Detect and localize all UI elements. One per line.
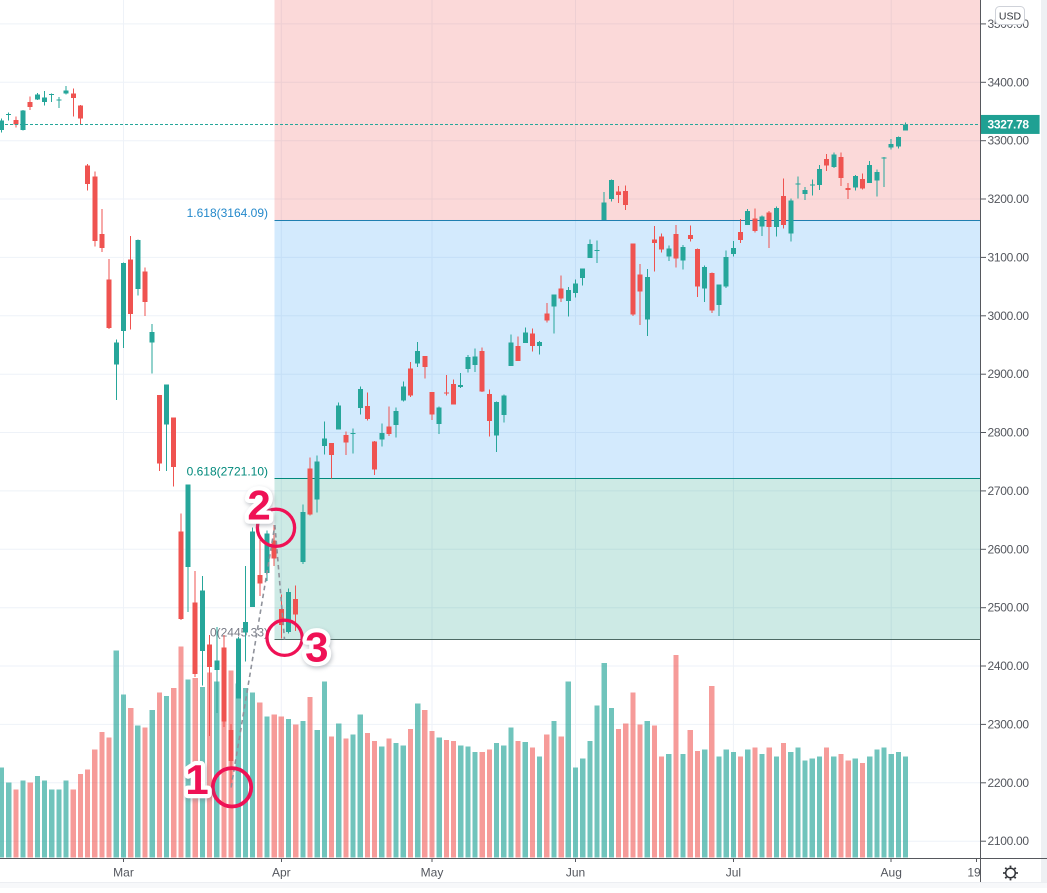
- svg-text:0.618(2721.10): 0.618(2721.10): [187, 465, 268, 479]
- svg-text:2200.00: 2200.00: [988, 776, 1030, 790]
- svg-text:2300.00: 2300.00: [988, 717, 1030, 731]
- svg-text:Apr: Apr: [272, 866, 291, 880]
- svg-text:3200.00: 3200.00: [988, 192, 1030, 206]
- svg-text:May: May: [421, 866, 444, 880]
- svg-text:2700.00: 2700.00: [988, 484, 1030, 498]
- svg-text:19: 19: [967, 866, 981, 880]
- svg-text:3: 3: [305, 624, 328, 671]
- svg-text:1.618(3164.09): 1.618(3164.09): [187, 206, 268, 220]
- svg-text:1: 1: [185, 756, 208, 803]
- svg-text:0(2445.33): 0(2445.33): [210, 626, 268, 640]
- svg-text:Jun: Jun: [566, 866, 585, 880]
- svg-text:Mar: Mar: [113, 866, 134, 880]
- svg-text:2500.00: 2500.00: [988, 601, 1030, 615]
- svg-text:2800.00: 2800.00: [988, 426, 1030, 440]
- svg-text:2: 2: [247, 482, 270, 529]
- svg-text:3000.00: 3000.00: [988, 309, 1030, 323]
- svg-text:3100.00: 3100.00: [988, 250, 1030, 264]
- svg-text:2600.00: 2600.00: [988, 542, 1030, 556]
- svg-text:3400.00: 3400.00: [988, 75, 1030, 89]
- svg-text:3300.00: 3300.00: [988, 134, 1030, 148]
- svg-text:2900.00: 2900.00: [988, 367, 1030, 381]
- svg-text:3327.78: 3327.78: [988, 117, 1030, 131]
- svg-text:Aug: Aug: [881, 866, 902, 880]
- svg-text:USD: USD: [999, 11, 1022, 23]
- svg-text:2100.00: 2100.00: [988, 834, 1030, 848]
- svg-text:2400.00: 2400.00: [988, 659, 1030, 673]
- svg-text:Jul: Jul: [726, 866, 741, 880]
